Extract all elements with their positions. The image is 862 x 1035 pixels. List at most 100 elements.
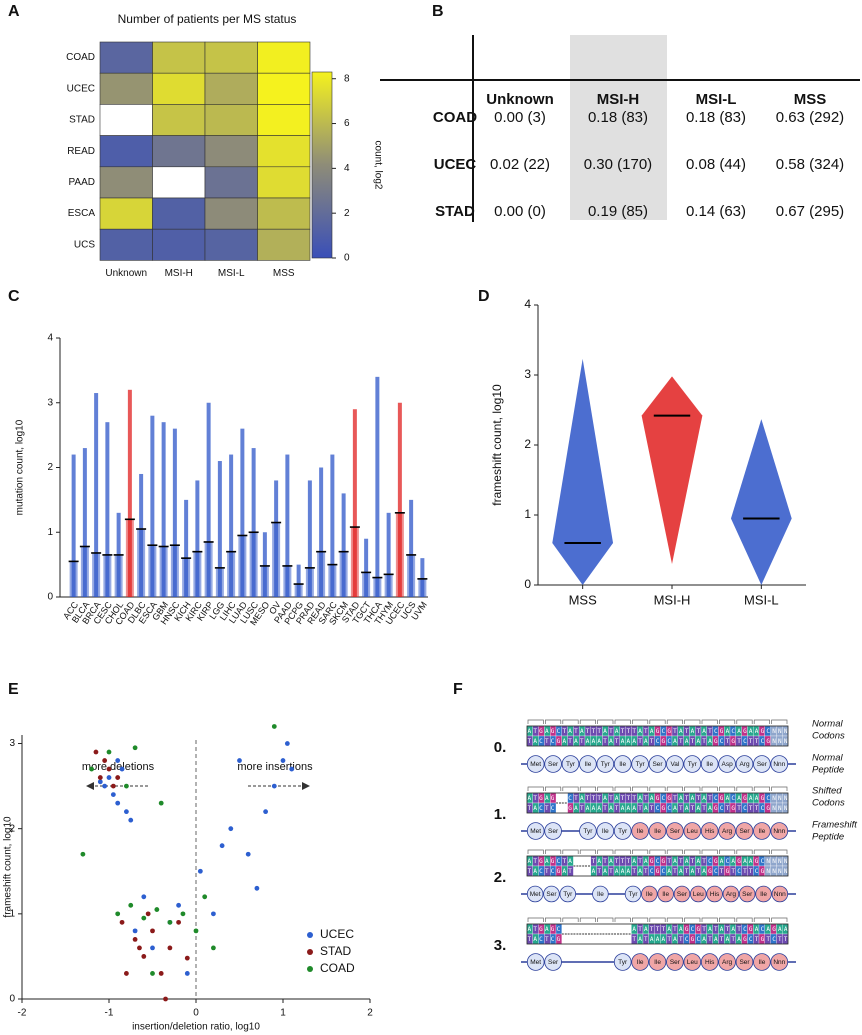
- codon-bracket: [684, 917, 701, 922]
- x-tick-label: 2: [367, 1008, 373, 1019]
- y-tick-label: 1: [47, 527, 53, 538]
- codon-bracket: [701, 719, 718, 724]
- codon-bracket: [614, 719, 631, 724]
- codon-bracket: [562, 786, 579, 791]
- point: [93, 749, 99, 755]
- codon-bracket: [632, 786, 649, 791]
- strand-sequence: TACTCGAT---ATATAAATATCGCATATATAGCTGTCTTC…: [528, 868, 788, 875]
- heat-cell: [152, 135, 206, 168]
- strip-core: [148, 545, 157, 597]
- legend-swatch: [307, 932, 313, 938]
- amino-acid-label: Nnn: [773, 761, 785, 768]
- amino-acid-label: Ile: [706, 761, 713, 768]
- point: [119, 919, 125, 925]
- amino-acid: [613, 755, 632, 773]
- heat-cell: [99, 72, 153, 105]
- amino-acid: [673, 885, 691, 903]
- x-axis-label: insertion/deletion ratio, log10: [132, 1022, 260, 1033]
- amino-acid-label: Tyr: [618, 959, 628, 966]
- strip: [307, 480, 312, 597]
- strip-core: [137, 529, 146, 597]
- x-tick-label: MSI-L: [744, 592, 779, 607]
- amino-acid-label: Ile: [654, 959, 661, 966]
- point: [271, 783, 277, 789]
- heat-cell: [204, 166, 258, 199]
- amino-acid: [735, 755, 754, 773]
- strip: [285, 454, 290, 597]
- sequence-frame: [526, 792, 789, 814]
- y-tick-label: 0: [524, 577, 531, 591]
- y-tick-label: 1: [9, 908, 15, 919]
- strip-core: [227, 551, 236, 597]
- codon-bracket: [753, 917, 770, 922]
- strip: [184, 499, 189, 597]
- amino-acid-label: Met: [530, 959, 541, 966]
- point: [124, 809, 129, 815]
- step-number: 0.: [494, 739, 507, 756]
- strip: [71, 454, 76, 597]
- row-header: UCEC: [434, 156, 477, 173]
- arrow-head: [302, 782, 310, 790]
- amino-acid: [579, 755, 597, 773]
- strip: [217, 461, 222, 597]
- strip: [409, 499, 414, 597]
- amino-acid-label: Ser: [677, 891, 688, 898]
- codon-bracket: [771, 849, 788, 854]
- strand-sequence: ATGAG--CTATTTATATTTATAGCGTATATATCGACAGAA…: [528, 795, 788, 802]
- amino-acid-label: Ile: [619, 761, 626, 768]
- codon-bracket: [527, 786, 544, 791]
- row-label: READ: [67, 146, 95, 157]
- point: [106, 775, 112, 780]
- strip-core: [193, 551, 202, 597]
- codon-bracket: [597, 917, 614, 922]
- amino-acid: [543, 885, 560, 903]
- amino-acid-label: Nnn: [773, 959, 785, 966]
- colorbar-tick-label: 0: [344, 253, 350, 264]
- empty-cell: [99, 104, 153, 136]
- y-tick-label: 3: [9, 738, 15, 749]
- amino-acid-label: His: [705, 959, 715, 966]
- y-tick-label: 2: [524, 437, 531, 451]
- y-tick-label: 3: [524, 367, 531, 381]
- codon-bracket: [684, 786, 701, 791]
- strip: [240, 428, 245, 597]
- amino-acid: [561, 755, 580, 773]
- point: [158, 971, 164, 976]
- strip: [352, 409, 357, 597]
- amino-acid-label: Val: [670, 761, 679, 768]
- amino-acid-label: Nnn: [774, 891, 786, 898]
- side-label: Codons: [812, 798, 845, 809]
- amino-acid-label: Leu: [693, 891, 704, 898]
- strand-sequence: TACTC--GATAAATATAAATATCGCATATATAGCTGTCTT…: [528, 805, 788, 812]
- strip-core: [362, 572, 371, 597]
- strip-core: [249, 532, 258, 597]
- codon-bracket: [736, 917, 753, 922]
- point: [89, 766, 94, 772]
- strip: [319, 467, 324, 597]
- codon-bracket: [684, 719, 701, 724]
- point: [128, 817, 134, 823]
- codon-bracket: [597, 719, 614, 724]
- panel-label: C: [8, 288, 20, 305]
- panel-label: B: [432, 3, 444, 20]
- amino-acid: [718, 755, 736, 773]
- strip-core: [159, 546, 168, 597]
- point: [237, 758, 242, 763]
- codon-bracket: [614, 786, 631, 791]
- amino-acid-label: Ile: [637, 959, 644, 966]
- row-label: STAD: [69, 115, 95, 126]
- amino-acid-label: Tyr: [583, 828, 593, 835]
- point: [176, 919, 182, 925]
- codon-bracket: [736, 786, 753, 791]
- heat-cell: [257, 104, 311, 136]
- amino-acid: [755, 885, 772, 903]
- point: [141, 894, 147, 900]
- strip-core: [317, 551, 326, 597]
- colorbar-tick-label: 4: [344, 163, 350, 174]
- amino-acid: [753, 822, 771, 840]
- point: [167, 919, 173, 925]
- y-tick-label: 1: [524, 507, 531, 521]
- legend-label: COAD: [320, 961, 355, 975]
- amino-acid: [700, 953, 719, 971]
- x-tick-label: 0: [193, 1008, 199, 1019]
